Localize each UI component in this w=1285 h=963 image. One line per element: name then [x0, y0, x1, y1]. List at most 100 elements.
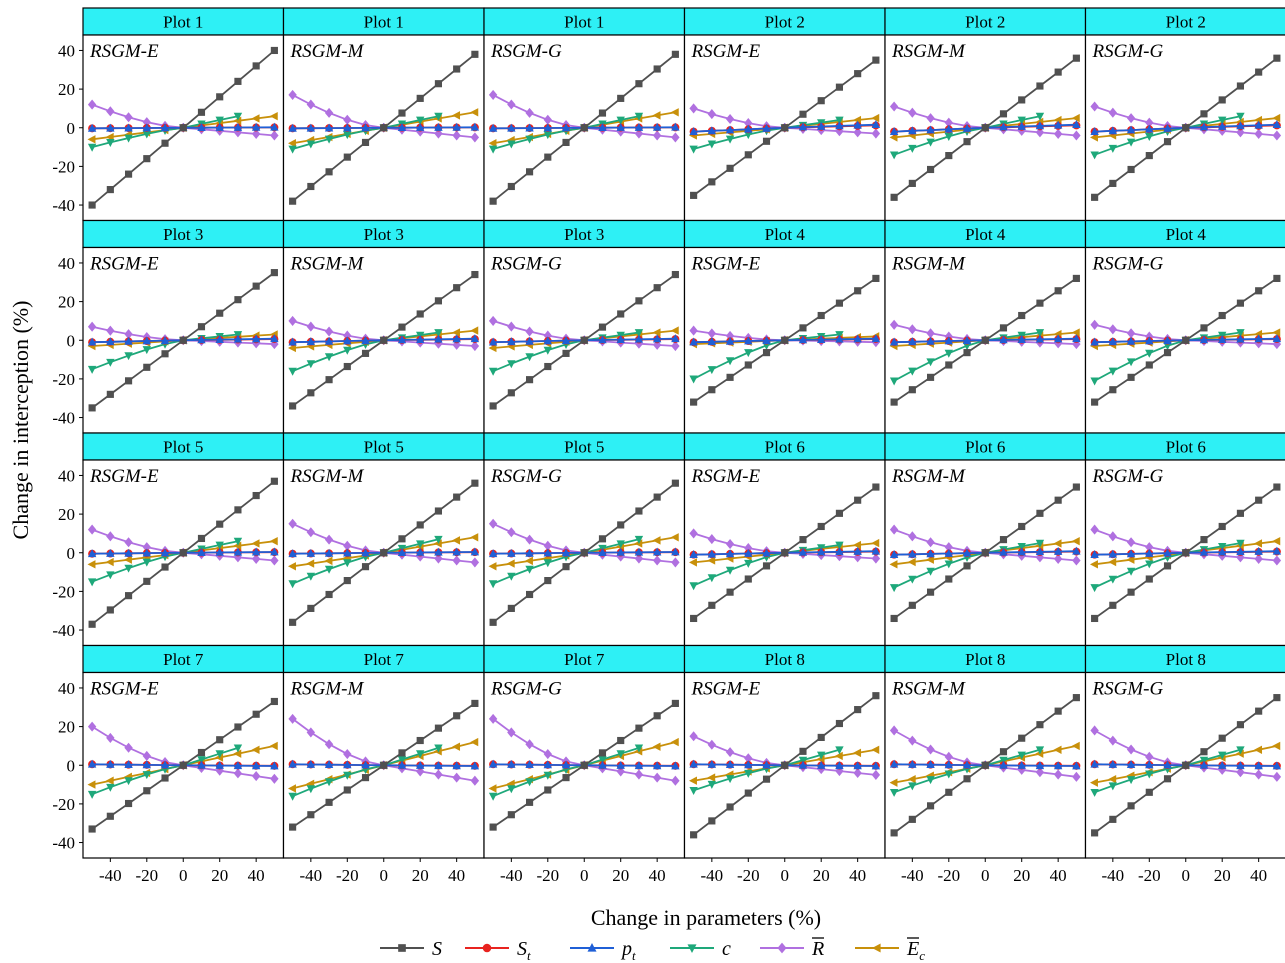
data-point [525, 326, 534, 337]
data-point [1236, 121, 1245, 130]
data-point [598, 535, 607, 543]
data-point [561, 548, 571, 557]
data-point [416, 116, 425, 125]
x-tick-label: -40 [1102, 866, 1125, 885]
data-point [562, 349, 570, 357]
data-point [744, 789, 752, 797]
data-point [489, 197, 497, 205]
data-point [689, 126, 698, 135]
data-point [707, 337, 717, 346]
data-point [871, 546, 881, 555]
data-point [1108, 107, 1118, 118]
data-point [361, 336, 370, 344]
data-point [1255, 287, 1263, 295]
data-point [215, 335, 224, 343]
data-point [1272, 761, 1282, 770]
data-point [543, 559, 552, 568]
data-point [270, 761, 279, 770]
panel: Plot 5 RSGM-M [282, 432, 485, 647]
data-point [1035, 547, 1045, 556]
x-tick-label: -40 [500, 866, 523, 885]
data-point [124, 112, 133, 123]
data-point [762, 336, 771, 344]
data-point [835, 334, 844, 343]
data-point [1090, 151, 1099, 160]
data-point [1163, 138, 1172, 146]
data-point [854, 70, 862, 78]
y-tick-label: 0 [67, 756, 76, 775]
data-point [343, 786, 351, 794]
data-point [434, 80, 443, 88]
x-tick-label: 40 [248, 866, 265, 885]
data-point [652, 742, 661, 751]
data-point [635, 724, 643, 732]
data-point [397, 335, 407, 344]
data-point [1017, 125, 1026, 136]
data-point [1127, 165, 1135, 174]
data-point [1072, 54, 1080, 62]
data-point [306, 360, 316, 369]
data-point [197, 748, 206, 757]
data-point [87, 790, 97, 799]
data-point [1272, 113, 1281, 123]
data-point [434, 547, 443, 556]
y-tick-label: 40 [58, 254, 75, 273]
data-point [762, 775, 771, 783]
data-point [707, 328, 717, 339]
data-point [726, 373, 734, 381]
data-point [215, 122, 224, 131]
data-point [725, 330, 735, 341]
data-point [981, 124, 989, 132]
data-point [233, 334, 243, 343]
data-point [343, 749, 352, 760]
data-point [707, 549, 717, 558]
data-point [835, 547, 844, 556]
legend-label-subscript: c [919, 948, 925, 963]
data-point [889, 151, 899, 160]
panel-model-label: RSGM-E [89, 254, 159, 275]
data-point [634, 329, 644, 338]
data-point [470, 326, 479, 335]
y-tick-label: 0 [67, 544, 76, 563]
data-point [470, 341, 480, 352]
data-point [525, 135, 534, 144]
data-point [416, 736, 424, 745]
data-point [252, 62, 260, 70]
data-point [634, 128, 644, 139]
x-tick-label: 20 [1013, 866, 1030, 885]
data-point [124, 777, 133, 786]
x-tick-label: 40 [1250, 866, 1267, 885]
data-point [1109, 601, 1117, 609]
data-point [325, 168, 333, 176]
panel: Plot 1 RSGM-M [282, 7, 485, 222]
data-point [762, 548, 771, 557]
data-point [835, 761, 844, 770]
data-point [507, 389, 515, 397]
data-point [1126, 336, 1136, 345]
data-point [616, 551, 625, 562]
data-point [544, 577, 552, 585]
data-point [488, 549, 498, 558]
data-point [1145, 132, 1154, 141]
data-point [1035, 767, 1045, 778]
data-point [999, 122, 1008, 131]
data-point [854, 496, 862, 504]
x-axis-label: Change in parameters (%) [591, 905, 821, 930]
data-point [87, 123, 97, 132]
data-point [434, 297, 443, 305]
data-point [234, 506, 242, 514]
data-point [707, 739, 717, 750]
data-point [361, 548, 370, 557]
panel-model-label: RSGM-G [490, 254, 562, 275]
data-point [1072, 483, 1080, 491]
panel-title: Plot 5 [564, 438, 604, 457]
data-point [963, 775, 971, 783]
data-point [1163, 775, 1172, 783]
data-point [197, 123, 206, 132]
data-point [1272, 546, 1282, 555]
data-point [105, 776, 114, 785]
data-point [999, 547, 1008, 556]
data-point [652, 547, 662, 556]
data-point [251, 547, 261, 556]
data-point [1254, 761, 1263, 770]
